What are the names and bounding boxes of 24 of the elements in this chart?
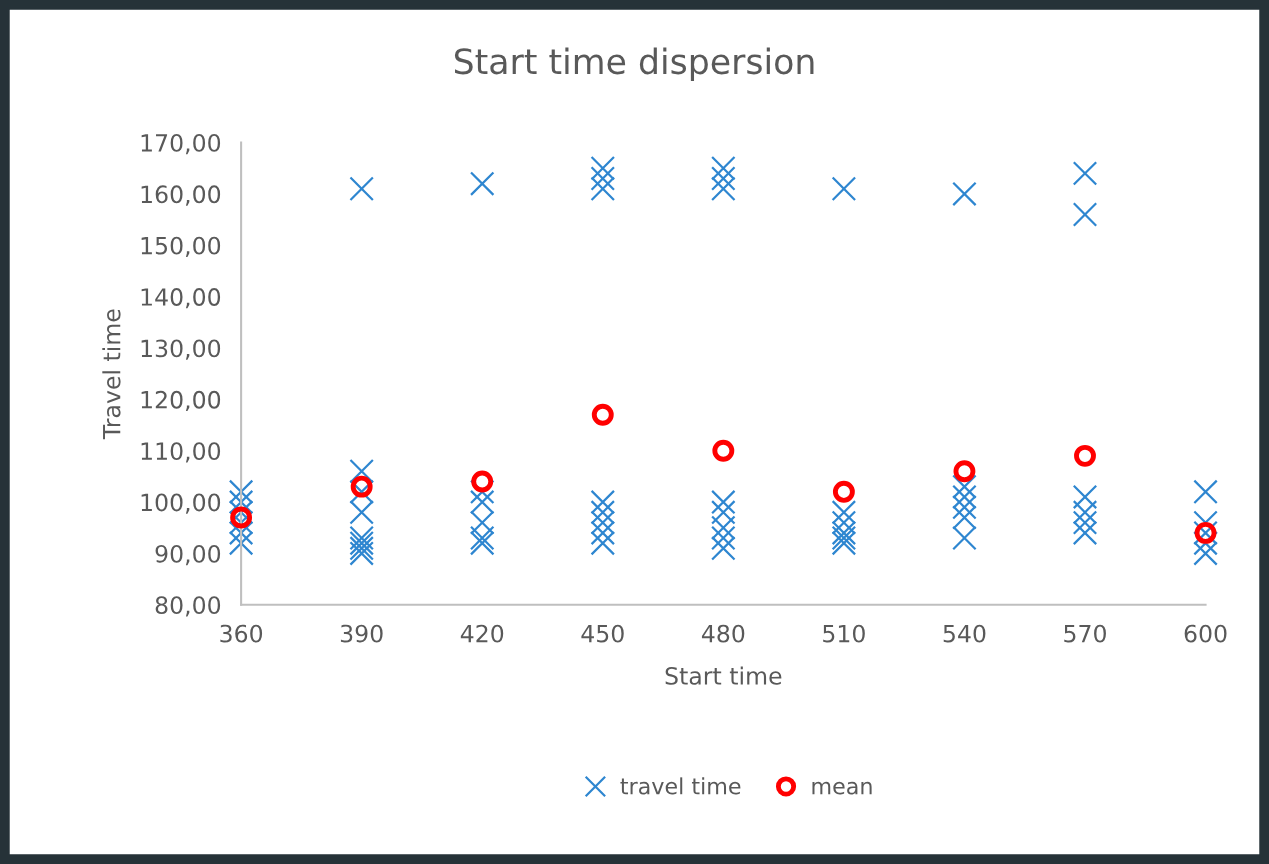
y-tick-label: 150,00 xyxy=(141,236,221,257)
y-tick-label: 160,00 xyxy=(141,185,221,206)
x-axis-title: Start time xyxy=(665,666,782,685)
x-tick-label: 360 xyxy=(220,624,263,643)
y-tick-label: 110,00 xyxy=(141,442,221,463)
y-tick-label: 120,00 xyxy=(141,390,221,412)
x-tick-label: 450 xyxy=(581,624,624,643)
x-tick-label: 390 xyxy=(340,624,383,643)
y-tick-label: 80,00 xyxy=(155,596,221,617)
legend-label: mean xyxy=(812,781,872,795)
y-tick-label: 140,00 xyxy=(141,288,221,309)
y-tick-label: 90,00 xyxy=(155,544,221,566)
y-tick-label: 170,00 xyxy=(141,134,221,155)
y-axis-title: Travel time xyxy=(102,309,121,440)
chart-title: Start time dispersion xyxy=(454,47,814,82)
x-tick-label: 480 xyxy=(701,624,745,643)
x-tick-label: 420 xyxy=(460,624,504,643)
y-tick-label: 130,00 xyxy=(141,339,221,360)
y-tick-label: 100,00 xyxy=(141,493,221,514)
legend-label: travel time xyxy=(620,777,741,795)
x-tick-label: 600 xyxy=(1184,624,1227,643)
x-tick-label: 510 xyxy=(823,624,865,643)
x-tick-label: 540 xyxy=(943,624,986,643)
x-tick-label: 570 xyxy=(1064,624,1106,643)
